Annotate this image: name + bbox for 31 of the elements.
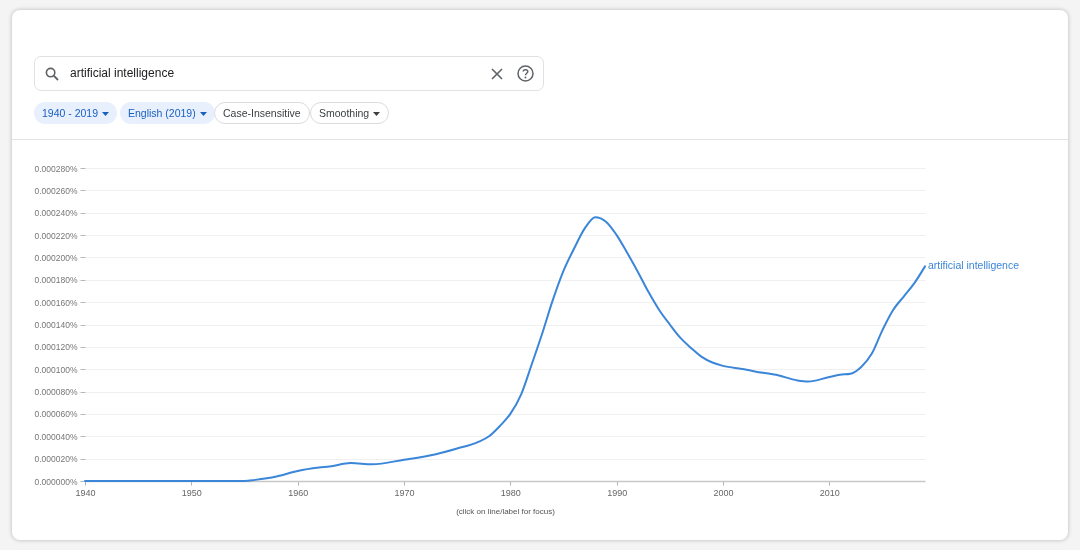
y-tick-label: 0.000160% [34, 297, 78, 308]
y-tick-label: 0.000020% [34, 454, 78, 465]
x-tick-label: 1950 [181, 487, 202, 498]
x-tick-label: 1990 [607, 487, 628, 498]
x-tick-label: 1980 [500, 487, 521, 498]
y-tick-label: 0.000240% [34, 208, 78, 219]
y-tick-label: 0.000140% [34, 320, 78, 330]
dropdown-chip: English (2019) [120, 102, 215, 124]
x-tick-label: 1960 [288, 487, 309, 498]
y-tick-label: 0.000180% [34, 275, 78, 286]
y-tick-label: 0.000200% [34, 252, 78, 263]
series-label: artificial intelligence [928, 259, 1020, 272]
dropdown-chip: Smoothing [310, 102, 390, 124]
x-tick-label: 2010 [819, 487, 840, 498]
dropdown-chip: Case-Insensitive [214, 102, 310, 124]
x-tick-label: 2000 [713, 487, 734, 498]
text: artificial intelligence [70, 66, 175, 80]
line-series [84, 216, 926, 482]
y-tick-label: 0.000000% [34, 476, 78, 487]
text: (click on line/label for focus) [456, 506, 556, 516]
y-tick-label: 0.000260% [34, 185, 78, 196]
y-tick-label: 0.000120% [34, 342, 78, 353]
y-tick-label: 0.000220% [34, 230, 78, 241]
x-tick-label: 1970 [394, 487, 415, 498]
y-tick-label: 0.000100% [34, 364, 78, 375]
y-tick-label: 0.000060% [34, 409, 78, 420]
y-tick-label: 0.000080% [34, 387, 78, 398]
x-tick-label: 1940 [75, 487, 96, 498]
y-tick-label: 0.000280% [34, 163, 78, 174]
y-tick-label: 0.000040% [34, 431, 78, 442]
dropdown-chip: 1940 - 2019 [34, 102, 118, 124]
